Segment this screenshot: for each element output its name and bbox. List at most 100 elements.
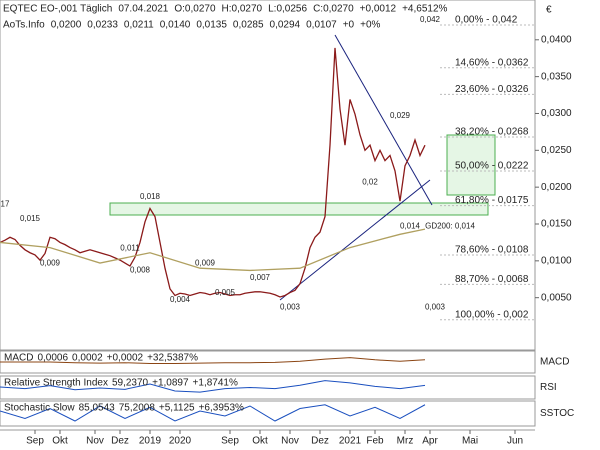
y-tick-label: 0,0350 xyxy=(541,71,572,82)
header-text: 0,0233 xyxy=(87,20,118,31)
fib-label: 0,00% - 0,042 xyxy=(455,15,518,26)
x-tick-label: Feb xyxy=(366,436,384,447)
annotation: 0,02 xyxy=(362,177,378,186)
x-tick-label: Mai xyxy=(462,436,478,447)
x-tick-label: Apr xyxy=(422,436,438,447)
trend-line xyxy=(279,179,431,301)
y-tick-label: 0,0050 xyxy=(541,292,572,303)
fib-label: 88,70% - 0,0068 xyxy=(455,274,529,285)
header-text: O:0,0270 xyxy=(174,4,216,15)
header-text: 07.04.2021 xyxy=(118,4,168,15)
header-text: C:0,0270 xyxy=(313,4,354,15)
annotation: 0,015 xyxy=(20,214,41,223)
header-text: +4,6512% xyxy=(402,4,447,15)
x-tick-label: 2020 xyxy=(169,436,192,447)
header-text: H:0,0270 xyxy=(222,4,263,15)
indicator-panel xyxy=(0,350,536,374)
fib-label: 23,60% - 0,0326 xyxy=(455,84,529,95)
x-tick-label: Dez xyxy=(311,436,329,447)
annotation: 0,014 xyxy=(400,221,421,230)
annotation: 0,018 xyxy=(140,192,161,201)
main-plot xyxy=(0,0,536,351)
header-text: AoTs.Info xyxy=(3,20,45,31)
x-tick-label: Sep xyxy=(221,436,239,447)
x-tick-label: Nov xyxy=(281,436,299,447)
indicator-line xyxy=(0,380,426,393)
y-tick-label: 0,0200 xyxy=(541,182,572,193)
annotation: 0,007 xyxy=(250,273,271,282)
panel-header: +1,0897 xyxy=(152,378,189,389)
indicator-panel xyxy=(0,375,536,400)
x-tick-label: Sep xyxy=(26,436,44,447)
panel-header: 59,2370 xyxy=(112,378,149,389)
fib-label: 14,60% - 0,0362 xyxy=(455,57,529,68)
header-text: 0,0140 xyxy=(160,20,191,31)
header-text: 0,0285 xyxy=(233,20,264,31)
fib-label: 38,20% - 0,0268 xyxy=(455,127,529,138)
annotation: 0,003 xyxy=(425,303,446,312)
panel-header: 85,0543 xyxy=(79,403,116,414)
x-tick-label: Okt xyxy=(252,436,268,447)
header-text: +0 xyxy=(343,20,355,31)
indicator-line xyxy=(0,404,426,422)
header-text: EQTEC EO-,001 Täglich xyxy=(3,4,112,15)
header-text: 0,0107 xyxy=(306,20,337,31)
x-tick-label: Jun xyxy=(507,436,523,447)
annotation: 0,011 xyxy=(120,244,140,253)
panel-header: 0,0006 xyxy=(37,353,68,364)
indicator-line xyxy=(0,357,426,364)
annotation: 0,009 xyxy=(195,258,216,267)
annotation: 0,004 xyxy=(170,295,191,304)
indicator-panel xyxy=(0,400,536,427)
x-tick-label: 2021 xyxy=(339,436,362,447)
target-zone xyxy=(446,134,496,196)
fib-label: 50,00% - 0,0222 xyxy=(455,161,529,172)
annotation: 0,029 xyxy=(390,111,411,120)
y-tick-label: 0,0400 xyxy=(541,34,572,45)
header-text: +0% xyxy=(360,20,380,31)
annotation: 0,009 xyxy=(40,258,61,267)
support-zone xyxy=(109,202,489,216)
x-tick-label: Dez xyxy=(111,436,129,447)
annotation: 0,003 xyxy=(280,303,301,312)
panel-header: 0,0002 xyxy=(72,353,103,364)
panel-header: 75,2008 xyxy=(119,403,156,414)
x-tick-label: Nov xyxy=(86,436,104,447)
header-text: 0,0211 xyxy=(124,20,154,31)
panel-header: +6,3953% xyxy=(199,403,244,414)
y-tick-label: 0,0150 xyxy=(541,219,572,230)
header-text: 0,0135 xyxy=(196,20,227,31)
annotation: GD200: 0,014 xyxy=(425,221,475,230)
x-tick-label: 2019 xyxy=(139,436,162,447)
currency: € xyxy=(546,5,552,16)
panel-header: Stochastic Slow xyxy=(4,403,75,414)
fib-label: 100,00% - 0,002 xyxy=(455,309,529,320)
price-line xyxy=(0,228,426,272)
annotation: 0,005 xyxy=(215,288,236,297)
panel-label: MACD xyxy=(540,357,569,368)
header-text: 0,0200 xyxy=(51,20,82,31)
trend-line xyxy=(334,34,433,206)
panel-header: Relative Strength Index xyxy=(4,378,108,389)
x-tick-label: Okt xyxy=(52,436,68,447)
panel-header: +1,8741% xyxy=(193,378,238,389)
header-text: L:0,0256 xyxy=(268,4,307,15)
panel-label: RSI xyxy=(540,382,557,393)
header-text: 0,0294 xyxy=(270,20,301,31)
panel-header: +5,1125 xyxy=(159,403,195,414)
y-tick-label: 0,0300 xyxy=(541,108,572,119)
panel-header: +0,0002 xyxy=(107,353,144,364)
annotation: 17 xyxy=(1,199,10,208)
fib-label: 61,80% - 0,0175 xyxy=(455,195,529,206)
y-tick-label: 0,0100 xyxy=(541,255,572,266)
panel-label: SSTOC xyxy=(540,408,574,419)
header-text: +0,0012 xyxy=(360,4,397,15)
annotation: 0,008 xyxy=(130,266,151,275)
fib-label: 78,60% - 0,0108 xyxy=(455,245,529,256)
x-tick-label: Mrz xyxy=(397,436,414,447)
price-line xyxy=(0,47,426,298)
y-tick-label: 0,0250 xyxy=(541,145,572,156)
annotation: 0,042 xyxy=(420,15,441,24)
panel-header: +32,5387% xyxy=(147,353,198,364)
